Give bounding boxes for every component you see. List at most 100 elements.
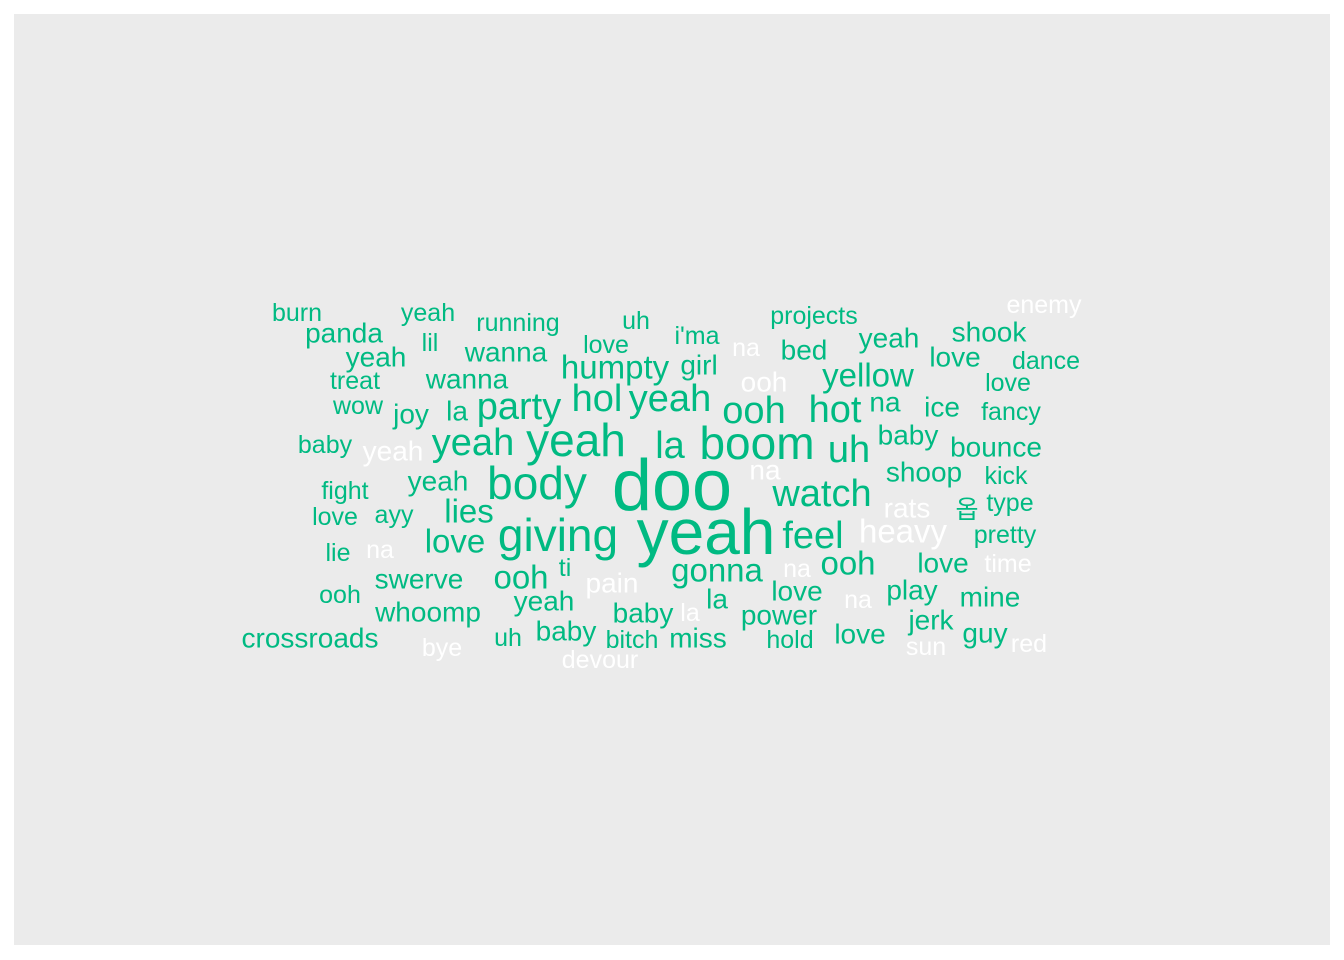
word-49: fight — [321, 477, 368, 505]
word-2: running — [476, 309, 559, 337]
plot-panel — [14, 14, 1330, 945]
word-11: lil — [422, 329, 439, 357]
word-50: yeah — [408, 466, 469, 497]
word-90: baby — [536, 616, 597, 647]
word-65: na — [366, 536, 394, 564]
word-46: na — [749, 455, 781, 486]
word-5: enemy — [1006, 291, 1082, 319]
word-8: i'ma — [674, 322, 719, 350]
word-88: crossroads — [242, 623, 379, 654]
word-93: hold — [766, 626, 813, 654]
word-9: yeah — [346, 342, 407, 373]
word-26: joy — [392, 399, 429, 430]
word-27: la — [446, 396, 468, 427]
word-99: devour — [562, 646, 638, 674]
word-6: panda — [305, 318, 383, 349]
word-38: yeah — [432, 422, 514, 464]
word-63: pretty — [974, 521, 1037, 549]
word-36: baby — [298, 431, 353, 459]
word-15: yeah — [859, 323, 920, 354]
word-77: play — [886, 575, 937, 606]
word-34: ice — [924, 392, 960, 423]
word-45: doo — [612, 446, 732, 526]
word-98: sun — [906, 633, 946, 661]
word-35: fancy — [981, 398, 1041, 426]
word-47: shoop — [886, 457, 962, 488]
word-70: love — [771, 576, 822, 607]
word-95: guy — [962, 618, 1007, 649]
word-13: na — [732, 334, 760, 362]
word-23: yellow — [822, 357, 914, 394]
word-37: yeah — [363, 436, 424, 467]
word-84: la — [680, 599, 700, 627]
word-64: lie — [325, 539, 350, 567]
word-76: love — [917, 548, 968, 579]
word-17: humpty — [561, 349, 670, 386]
word-56: love — [312, 503, 358, 531]
word-12: wanna — [464, 337, 548, 368]
word-97: bye — [422, 634, 462, 662]
word-44: bounce — [950, 432, 1042, 463]
word-89: uh — [494, 624, 522, 652]
word-41: boom — [699, 417, 814, 469]
word-75: na — [783, 555, 811, 583]
word-55: type — [986, 489, 1033, 517]
word-16: love — [929, 342, 980, 373]
word-32: hot — [809, 389, 862, 431]
word-53: rats — [884, 493, 931, 524]
word-1: yeah — [401, 299, 455, 327]
word-57: ayy — [375, 501, 414, 529]
word-78: ooh — [319, 581, 361, 609]
word-31: ooh — [722, 390, 785, 432]
word-83: la — [706, 584, 728, 615]
word-59: giving — [498, 509, 618, 561]
word-62: heavy — [859, 513, 948, 550]
word-52: watch — [771, 473, 871, 515]
word-85: power — [741, 600, 817, 631]
word-29: hol — [572, 378, 623, 420]
word-91: bitch — [606, 626, 659, 654]
word-94: love — [834, 619, 885, 650]
word-96: red — [1011, 630, 1047, 658]
word-58: lies — [444, 493, 494, 530]
word-87: jerk — [907, 605, 954, 636]
word-24: love — [985, 369, 1031, 397]
word-10: shook — [952, 317, 1028, 348]
word-28: party — [477, 386, 561, 428]
word-0: burn — [272, 299, 322, 327]
word-68: gonna — [671, 552, 763, 589]
word-54: 옵 — [955, 496, 978, 524]
word-74: pain — [586, 568, 639, 599]
word-61: feel — [782, 515, 843, 557]
word-4: projects — [770, 302, 858, 330]
word-80: whoomp — [374, 597, 481, 628]
word-43: baby — [878, 420, 939, 451]
word-22: ooh — [741, 367, 788, 398]
word-18: girl — [680, 350, 717, 381]
word-69: ooh — [820, 545, 875, 582]
word-81: yeah — [514, 586, 575, 617]
word-67: ti — [559, 554, 572, 582]
word-40: la — [655, 425, 685, 467]
word-30: yeah — [629, 378, 711, 420]
word-19: dance — [1012, 347, 1080, 375]
word-14: bed — [781, 335, 828, 366]
word-60: yeah — [637, 496, 776, 568]
word-82: baby — [613, 598, 674, 629]
word-73: ooh — [493, 559, 548, 596]
word-3: uh — [622, 307, 650, 335]
word-71: time — [984, 550, 1031, 578]
word-25: wow — [332, 392, 384, 420]
word-21: wanna — [425, 364, 509, 395]
word-39: yeah — [526, 414, 626, 466]
word-66: love — [425, 523, 486, 560]
word-33: na — [869, 387, 901, 418]
word-79: mine — [960, 582, 1021, 613]
word-42: uh — [828, 429, 870, 471]
word-92: miss — [669, 623, 727, 654]
word-86: na — [844, 586, 872, 614]
word-48: kick — [984, 462, 1028, 490]
word-72: swerve — [375, 564, 464, 595]
word-51: body — [487, 457, 587, 509]
